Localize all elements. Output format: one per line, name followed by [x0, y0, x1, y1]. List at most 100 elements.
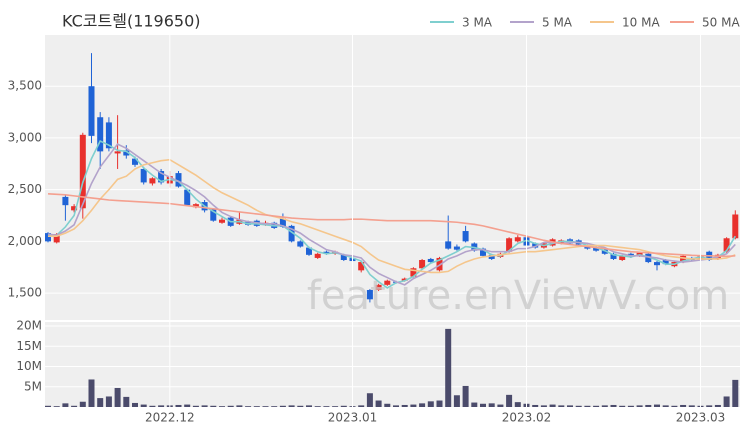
volume-bar	[723, 396, 730, 407]
candle-body	[88, 86, 95, 136]
x-tick-label: 2023.02	[502, 411, 552, 425]
volume-bar	[192, 405, 199, 407]
volume-bar	[53, 406, 60, 407]
candle-body	[140, 168, 147, 183]
candle-body	[453, 246, 460, 250]
volume-bar	[105, 396, 112, 407]
legend-label: 3 MA	[462, 16, 493, 30]
volume-bar	[688, 405, 695, 407]
candle-body	[619, 255, 626, 260]
candle-body	[175, 173, 182, 187]
volume-bar	[584, 405, 591, 407]
legend-label: 10 MA	[622, 16, 660, 30]
candle-body	[97, 117, 104, 152]
volume-bar	[427, 401, 434, 407]
volume-bar	[271, 406, 278, 407]
candle-body	[514, 237, 521, 242]
candle-body	[732, 214, 739, 239]
volume-bar	[680, 404, 687, 407]
candle-body	[79, 134, 86, 209]
candle-body	[445, 241, 452, 249]
candle-body	[306, 247, 312, 255]
volume-bar	[619, 405, 626, 407]
volume-bar	[714, 404, 721, 407]
candle-body	[610, 253, 617, 259]
candle-body	[105, 122, 112, 149]
volume-bar	[340, 405, 347, 407]
candle-body	[114, 151, 121, 154]
volume-bar	[532, 404, 539, 407]
volume-bar	[201, 405, 208, 407]
volume-bar	[732, 379, 739, 407]
candle-body	[375, 284, 382, 290]
candle-body	[219, 219, 225, 223]
volume-bar	[62, 403, 69, 407]
y-tick-label: 10M	[16, 359, 42, 373]
volume-bar	[158, 405, 165, 407]
volume-bar	[366, 393, 373, 407]
candle-body	[184, 189, 191, 206]
candle-body	[654, 262, 660, 266]
volume-bar	[654, 404, 660, 407]
volume-bar	[662, 405, 669, 407]
volume-bar	[132, 402, 138, 407]
volume-bar	[227, 405, 234, 407]
candle-body	[288, 225, 295, 242]
ma-line	[47, 143, 736, 286]
candle-body	[601, 249, 608, 254]
volume-bar	[401, 404, 408, 407]
volume-bar	[288, 405, 295, 407]
volume-bar	[636, 405, 643, 407]
volume-bar	[210, 405, 217, 407]
chart-title: KC코트렐(119650)	[62, 12, 201, 31]
legend-label: 50 MA	[702, 16, 740, 30]
candle-body	[62, 196, 69, 206]
y-tick-label: 2,000	[8, 234, 42, 248]
y-tick-label: 3,500	[8, 79, 42, 93]
volume-bar	[253, 406, 260, 407]
x-tick-label: 2022.12	[145, 411, 195, 425]
legend-label: 5 MA	[542, 16, 573, 30]
volume-bar	[601, 405, 608, 407]
candle-body	[314, 253, 321, 258]
candle-body	[123, 150, 130, 156]
volume-bar	[410, 404, 417, 407]
volume-bar	[375, 400, 382, 407]
volume-bar	[549, 404, 556, 407]
volume-bar	[332, 406, 339, 407]
volume-bar	[471, 402, 478, 407]
volume-bar	[627, 405, 634, 407]
volume-bar	[219, 406, 225, 407]
volume-bar	[97, 398, 104, 407]
candle-body	[358, 262, 365, 271]
volume-bar	[445, 328, 452, 407]
volume-bar	[79, 401, 86, 407]
volume-bar	[297, 405, 304, 407]
candle-body	[488, 254, 495, 259]
candle-body	[297, 241, 304, 247]
volume-bar	[236, 405, 243, 407]
x-tick-label: 2023.01	[328, 411, 378, 425]
candle-body	[192, 204, 199, 208]
volume-bar	[149, 405, 156, 407]
candle-body	[384, 280, 391, 285]
volume-bar	[706, 405, 713, 407]
volume-bar	[514, 402, 521, 407]
x-tick-label: 2023.03	[676, 411, 726, 425]
volume-bar	[480, 403, 486, 407]
volume-bar	[488, 403, 495, 407]
volume-bar	[453, 395, 460, 407]
volume-bar	[45, 405, 51, 407]
y-tick-label: 1,500	[8, 286, 42, 300]
candle-body	[401, 278, 408, 281]
candle-body	[662, 260, 669, 265]
volume-bar	[323, 406, 330, 407]
volume-bar	[575, 405, 582, 407]
volume-bar	[593, 405, 600, 407]
candle-body	[53, 234, 60, 243]
volume-bar	[462, 385, 469, 407]
candle-body	[71, 206, 78, 211]
volume-bar	[245, 406, 252, 407]
volume-bar	[419, 403, 426, 407]
